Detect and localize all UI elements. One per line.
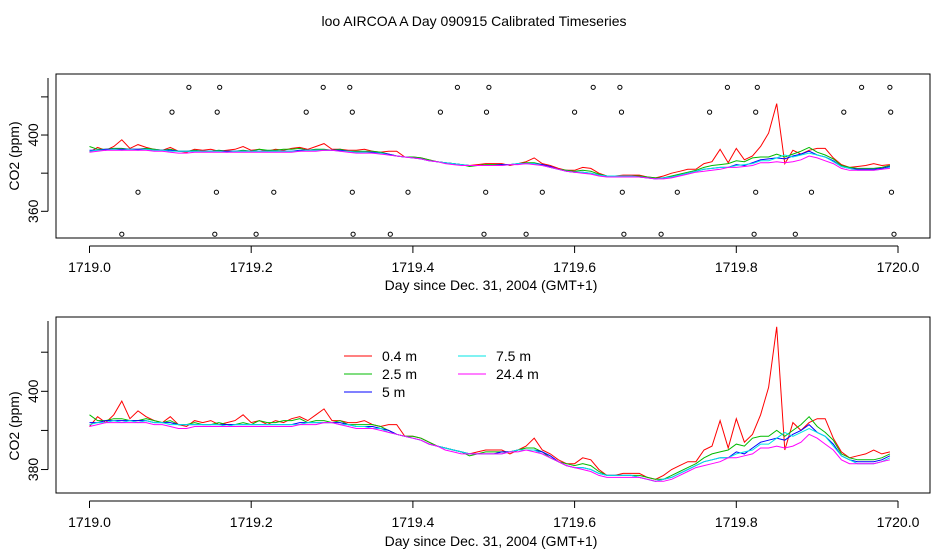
upper-panel: 1719.0 1719.2 1719.4 1719.6 1719.8 1720.0 360… (6, 73, 931, 293)
upper-marker-point (186, 84, 192, 90)
upper-marker-point (617, 84, 623, 90)
upper-marker-point (539, 189, 545, 195)
lower-series-line-0-4-m (89, 326, 891, 480)
upper-x-tick-label: 1719.2 (230, 259, 273, 275)
upper-marker-point (724, 84, 731, 90)
upper-marker-points (119, 84, 897, 237)
upper-marker-point (841, 109, 847, 115)
upper-y-tick-label: 400 (25, 123, 41, 147)
upper-marker-point (437, 109, 443, 115)
upper-series-lines (89, 103, 891, 180)
legend: 0.4 m 2.5 m 5 m 7.5 m 24.4 m (344, 348, 539, 400)
upper-marker-point (887, 84, 893, 90)
lower-series-line-7-5-m (89, 420, 891, 482)
upper-marker-point (347, 84, 353, 90)
upper-x-axis-label: Day since Dec. 31, 2004 (GMT+1) (385, 277, 598, 293)
upper-y-axis: 360 400 (25, 78, 49, 223)
upper-marker-point (213, 189, 219, 195)
upper-marker-point (523, 231, 529, 237)
upper-marker-point (349, 189, 355, 195)
lower-x-tick-label: 1719.6 (553, 514, 596, 530)
upper-marker-point (753, 109, 759, 115)
upper-marker-point (859, 84, 865, 90)
lower-x-tick-label: 1719.2 (230, 514, 273, 530)
upper-marker-point (618, 109, 625, 115)
legend-label: 5 m (382, 384, 405, 400)
upper-marker-point (888, 189, 895, 195)
upper-marker-point (212, 231, 218, 237)
lower-y-tick-label: 380 (25, 458, 41, 482)
upper-marker-point (486, 84, 492, 90)
lower-x-tick-label: 1719.0 (68, 514, 111, 530)
upper-marker-point (387, 231, 393, 237)
upper-marker-point (572, 109, 578, 115)
upper-marker-point (253, 231, 259, 237)
lower-y-tick-label: 400 (25, 379, 41, 403)
upper-marker-point (217, 84, 223, 90)
lower-series-lines (89, 326, 891, 482)
lower-y-axis: 380 400 (25, 321, 49, 482)
upper-marker-point (751, 231, 757, 237)
lower-series-line-2-5-m (89, 414, 891, 480)
upper-marker-point (454, 84, 460, 90)
lower-series-line-5-m (89, 420, 891, 482)
figure-title: loo AIRCOA A Day 090915 Calibrated Times… (321, 13, 626, 29)
upper-marker-point (350, 231, 356, 237)
upper-marker-point (619, 189, 625, 195)
upper-series-line-0-4-m (89, 103, 890, 179)
upper-marker-point (891, 231, 897, 237)
upper-x-tick-label: 1720.0 (877, 259, 920, 275)
upper-marker-point (707, 109, 713, 115)
upper-x-tick-label: 1719.8 (715, 259, 758, 275)
lower-series-line-24-4-m (89, 422, 891, 482)
upper-marker-point (674, 189, 680, 195)
upper-marker-point (753, 189, 759, 195)
upper-plot-frame (55, 73, 931, 239)
upper-marker-point (621, 231, 627, 237)
upper-marker-point (483, 189, 489, 195)
upper-marker-point (483, 109, 490, 115)
upper-marker-point (349, 109, 355, 115)
legend-label: 0.4 m (382, 348, 417, 364)
lower-x-tick-label: 1720.0 (877, 514, 920, 530)
upper-marker-point (271, 189, 277, 195)
lower-x-tick-label: 1719.8 (715, 514, 758, 530)
upper-x-tick-label: 1719.6 (553, 259, 596, 275)
upper-series-line-24-4-m (89, 149, 890, 180)
upper-marker-point (169, 109, 175, 115)
upper-x-tick-label: 1719.4 (391, 259, 434, 275)
legend-label: 24.4 m (496, 366, 539, 382)
lower-y-axis-label: CO2 (ppm) (6, 391, 22, 460)
upper-marker-point (320, 84, 326, 90)
upper-marker-point (658, 231, 664, 237)
upper-y-axis-label: CO2 (ppm) (6, 121, 22, 190)
upper-marker-point (303, 109, 309, 115)
legend-label: 7.5 m (496, 348, 531, 364)
lower-x-tick-label: 1719.4 (391, 514, 434, 530)
upper-marker-point (808, 189, 815, 195)
upper-marker-point (590, 84, 596, 90)
upper-marker-point (214, 109, 220, 115)
lower-x-axis-label: Day since Dec. 31, 2004 (GMT+1) (385, 533, 598, 549)
upper-x-axis: 1719.0 1719.2 1719.4 1719.6 1719.8 1720.0 (68, 245, 920, 275)
upper-marker-point (888, 109, 894, 115)
upper-y-tick-label: 360 (25, 199, 41, 223)
legend-label: 2.5 m (382, 366, 417, 382)
lower-panel: 1719.0 1719.2 1719.4 1719.6 1719.8 1720.0 380… (6, 316, 931, 549)
lower-plot-frame (55, 316, 931, 494)
upper-marker-point (405, 189, 411, 195)
upper-marker-point (754, 84, 760, 90)
upper-marker-point (481, 231, 487, 237)
upper-marker-point (119, 231, 125, 237)
upper-x-tick-label: 1719.0 (68, 259, 111, 275)
upper-marker-point (135, 189, 141, 195)
upper-marker-point (792, 231, 798, 237)
lower-x-axis: 1719.0 1719.2 1719.4 1719.6 1719.8 1720.0 (68, 500, 920, 530)
